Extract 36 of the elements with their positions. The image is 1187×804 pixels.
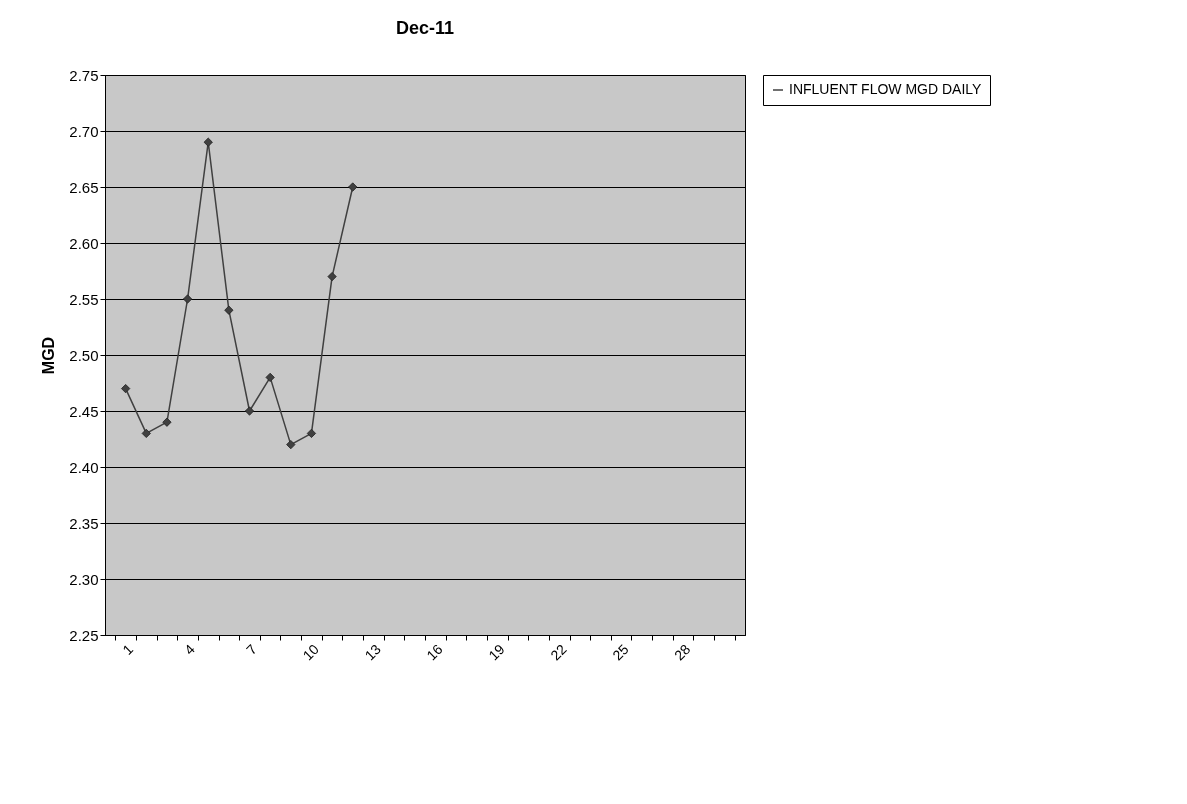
y-tick-label: 2.55	[69, 290, 99, 308]
legend-label: INFLUENT FLOW MGD DAILY	[789, 81, 983, 97]
x-tick-label: 16	[423, 640, 446, 664]
point	[327, 272, 337, 282]
y-tick-label: 2.45	[69, 402, 99, 420]
x-tick-label: 28	[671, 640, 694, 664]
y-tick-label: 2.30	[69, 570, 99, 588]
chart-title: Dec-11	[395, 18, 455, 38]
y-tick-label: 2.50	[69, 346, 99, 364]
point	[286, 440, 296, 450]
point	[224, 305, 234, 315]
point	[141, 428, 151, 438]
y-tick-label: 2.65	[69, 178, 99, 196]
y-tick-label: 2.40	[69, 458, 99, 476]
y-tick-label: 2.25	[69, 626, 99, 644]
x-tick-label: 25	[609, 640, 632, 664]
x-tick-label: 13	[361, 640, 384, 664]
y-tick-label: 2.35	[69, 514, 99, 532]
y-tick-label: 2.70	[69, 122, 99, 140]
point	[183, 294, 193, 304]
y-axis-title: MGD	[40, 336, 58, 375]
point	[162, 417, 172, 427]
point	[121, 384, 131, 394]
x-tick-label: 7	[243, 640, 261, 658]
point	[306, 428, 317, 438]
x-tick-label: 1	[119, 640, 137, 658]
x-tick-label: 22	[547, 640, 570, 664]
point	[265, 372, 275, 382]
x-tick-label: 19	[485, 640, 508, 664]
y-tick-label: 2.75	[69, 66, 99, 84]
x-tick-label: 4	[181, 640, 199, 658]
point	[203, 137, 213, 147]
x-tick-label: 10	[299, 640, 322, 664]
point	[348, 182, 358, 192]
y-tick-label: 2.60	[69, 234, 99, 252]
point	[244, 406, 255, 416]
